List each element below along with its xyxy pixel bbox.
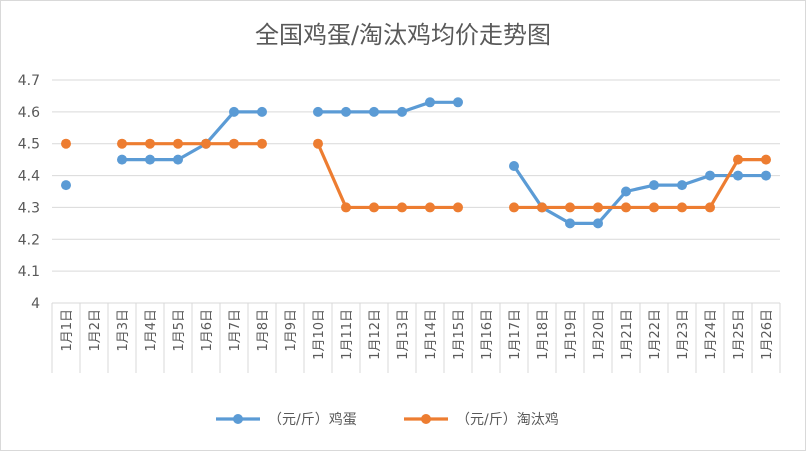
data-point xyxy=(397,202,407,213)
x-tick-label: 1月24日 xyxy=(704,309,719,360)
x-tick-label: 1月1日 xyxy=(60,309,75,352)
x-tick-label: 1月2日 xyxy=(88,309,103,352)
data-point xyxy=(761,170,771,181)
data-point xyxy=(453,202,463,213)
x-tick-label: 1月5日 xyxy=(172,309,187,352)
legend-marker xyxy=(233,414,243,424)
data-point xyxy=(369,202,379,213)
data-point xyxy=(677,180,687,191)
x-tick-label: 1月13日 xyxy=(396,309,411,360)
x-tick-label: 1月14日 xyxy=(424,309,439,360)
data-point xyxy=(61,180,71,191)
x-tick-label: 1月25日 xyxy=(732,309,747,360)
data-point xyxy=(117,154,127,165)
y-tick-label: 4.2 xyxy=(18,232,40,248)
data-point xyxy=(565,218,575,229)
data-point xyxy=(397,106,407,117)
legend: （元/斤）鸡蛋 （元/斤）淘汰鸡 xyxy=(216,411,559,428)
data-point xyxy=(537,202,547,213)
data-point xyxy=(621,202,631,213)
y-tick-label: 4.1 xyxy=(18,264,40,280)
data-point xyxy=(117,138,127,149)
data-point xyxy=(173,138,183,149)
y-tick-label: 4.5 xyxy=(18,137,40,153)
legend-label: （元/斤）淘汰鸡 xyxy=(456,411,559,428)
series-line xyxy=(120,100,768,225)
x-tick-label: 1月10日 xyxy=(312,309,327,360)
y-tick-label: 4.3 xyxy=(18,200,40,216)
data-point xyxy=(509,202,519,213)
legend-item: （元/斤）鸡蛋 xyxy=(216,411,357,428)
data-point xyxy=(705,202,715,213)
data-point xyxy=(61,138,71,149)
data-point xyxy=(705,170,715,181)
x-tick-label: 1月20日 xyxy=(592,309,607,360)
data-point xyxy=(229,106,239,117)
data-point xyxy=(425,97,435,108)
data-point xyxy=(145,154,155,165)
data-point xyxy=(313,138,323,149)
chart-title: 全国鸡蛋/淘汰鸡均价走势图 xyxy=(255,21,551,49)
data-point xyxy=(257,138,267,149)
x-axis: 1月1日 1月2日 1月3日 1月4日 1月5日 1月6日 1月7日 1月8日 1月9日 1月10… xyxy=(51,303,781,373)
x-tick-label: 1月12日 xyxy=(368,309,383,360)
x-tick-label: 1月7日 xyxy=(228,309,243,352)
data-point xyxy=(425,202,435,213)
data-point xyxy=(593,218,603,229)
x-tick-label: 1月8日 xyxy=(256,309,271,352)
data-point xyxy=(369,106,379,117)
data-point xyxy=(593,202,603,213)
x-tick-label: 1月26日 xyxy=(760,309,775,360)
data-point xyxy=(761,154,771,165)
x-tick-label: 1月15日 xyxy=(452,309,467,360)
x-tick-label: 1月21日 xyxy=(620,309,635,360)
y-axis-ticks: 4 4.1 4.2 4.3 4.4 4.5 4.6 4.7 xyxy=(18,73,40,312)
data-point xyxy=(341,106,351,117)
data-point xyxy=(201,138,211,149)
data-point xyxy=(453,97,463,108)
data-point xyxy=(677,202,687,213)
data-point xyxy=(313,106,323,117)
y-tick-label: 4.7 xyxy=(18,73,40,89)
data-point xyxy=(257,106,267,117)
x-tick-label: 1月18日 xyxy=(536,309,551,360)
series-group xyxy=(61,97,771,229)
y-tick-label: 4.4 xyxy=(18,169,40,185)
data-point xyxy=(733,170,743,181)
y-tick-label: 4 xyxy=(31,296,40,312)
x-tick-label: 1月9日 xyxy=(284,309,299,352)
legend-item: （元/斤）淘汰鸡 xyxy=(404,411,559,428)
data-point xyxy=(733,154,743,165)
x-tick-label: 1月22日 xyxy=(648,309,663,360)
series-2 xyxy=(61,138,771,213)
legend-marker xyxy=(421,414,431,424)
x-tick-label: 1月19日 xyxy=(564,309,579,360)
data-point xyxy=(173,154,183,165)
x-tick-label: 1月3日 xyxy=(116,309,131,352)
data-point xyxy=(509,161,519,172)
legend-label: （元/斤）鸡蛋 xyxy=(268,411,357,428)
data-point xyxy=(649,202,659,213)
x-tick-label: 1月6日 xyxy=(200,309,215,352)
data-point xyxy=(229,138,239,149)
data-point xyxy=(649,180,659,191)
data-point xyxy=(145,138,155,149)
x-tick-label: 1月11日 xyxy=(340,309,355,360)
data-point xyxy=(341,202,351,213)
x-tick-label: 1月23日 xyxy=(676,309,691,360)
data-point xyxy=(621,186,631,197)
x-tick-label: 1月16日 xyxy=(480,309,495,360)
x-tick-label: 1月17日 xyxy=(508,309,523,360)
gridlines xyxy=(52,79,780,304)
y-tick-label: 4.6 xyxy=(18,105,40,121)
x-tick-label: 1月4日 xyxy=(144,309,159,352)
data-point xyxy=(565,202,575,213)
